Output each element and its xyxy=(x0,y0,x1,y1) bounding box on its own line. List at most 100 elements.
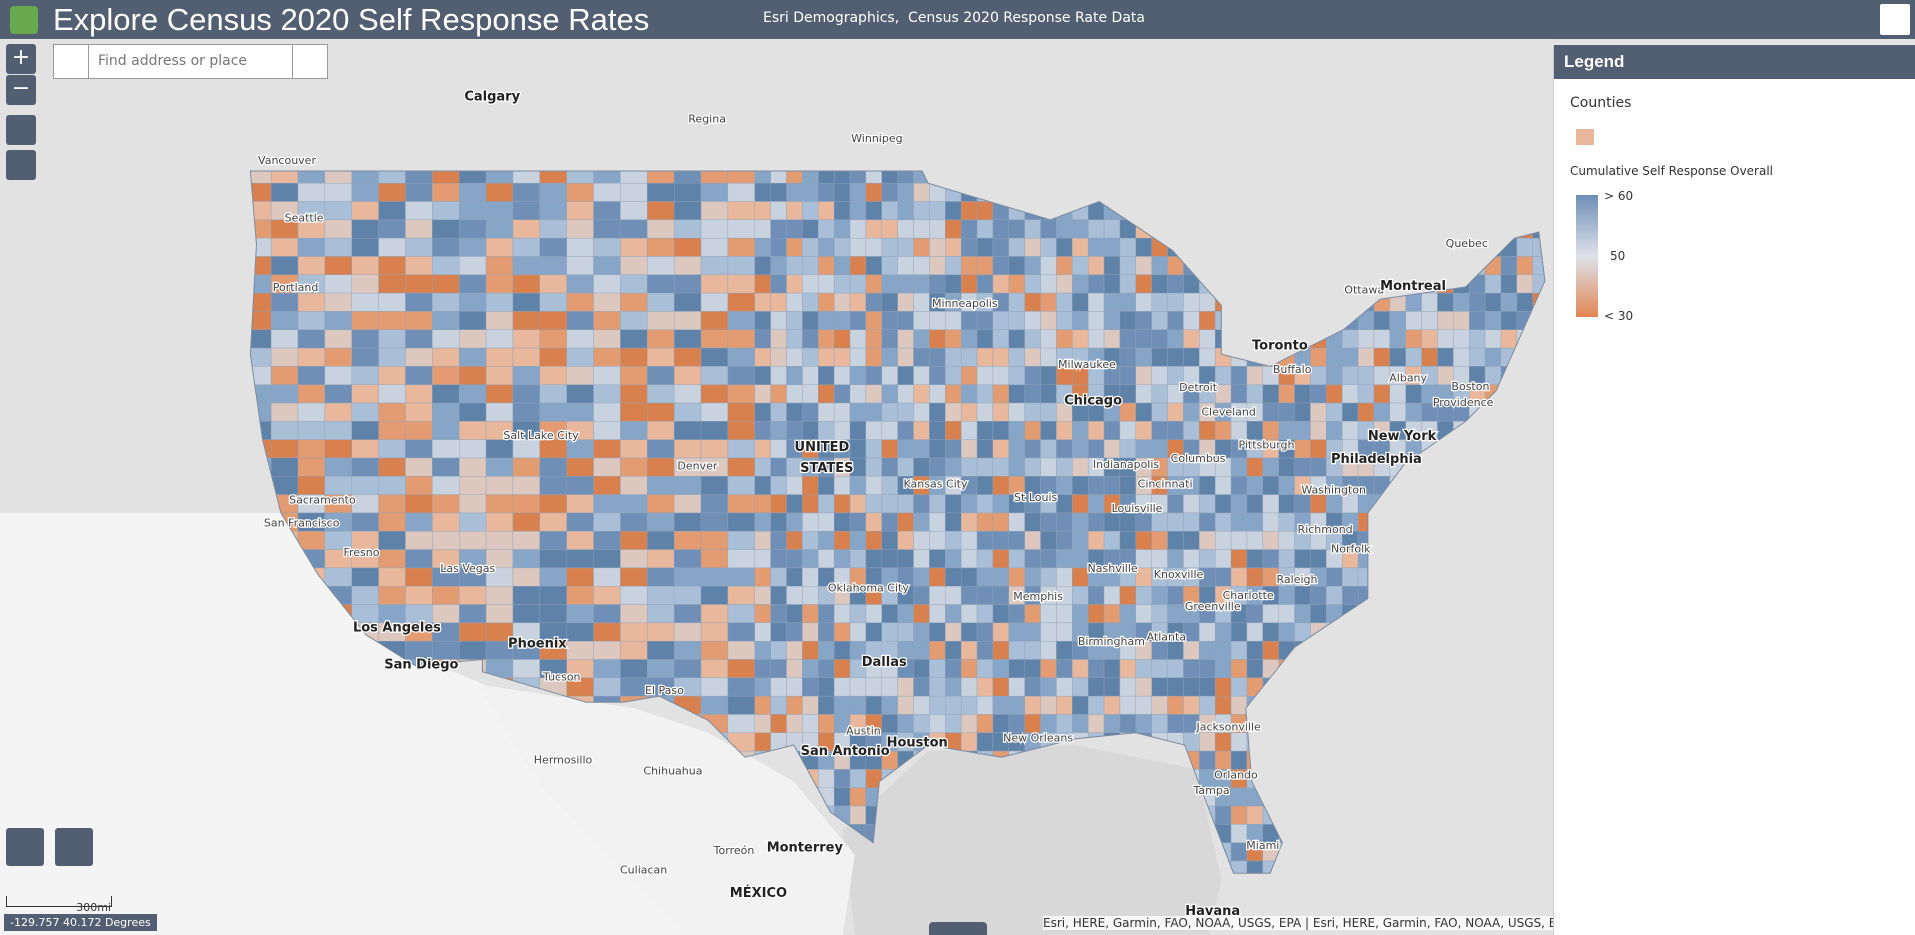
county xyxy=(297,347,326,367)
county xyxy=(818,512,835,532)
county xyxy=(897,421,914,440)
search-button[interactable] xyxy=(292,45,327,78)
county xyxy=(913,347,930,367)
county xyxy=(770,384,787,404)
county xyxy=(647,659,675,679)
county xyxy=(1278,604,1295,624)
county xyxy=(593,237,621,257)
locate-button[interactable] xyxy=(6,150,36,180)
county xyxy=(378,402,406,422)
county xyxy=(786,695,803,715)
county xyxy=(700,384,729,404)
county xyxy=(1167,274,1184,294)
county xyxy=(1246,494,1264,514)
county xyxy=(849,292,867,312)
county xyxy=(1151,677,1168,697)
county xyxy=(566,494,594,514)
county xyxy=(945,237,962,257)
county xyxy=(1135,604,1152,624)
county xyxy=(913,586,930,605)
county xyxy=(1389,347,1406,367)
county xyxy=(1087,439,1105,459)
county xyxy=(897,292,914,312)
county xyxy=(1135,311,1152,330)
menu-button[interactable] xyxy=(1880,4,1910,35)
county xyxy=(802,531,819,550)
county xyxy=(897,402,914,422)
county xyxy=(1151,347,1168,367)
county xyxy=(620,677,648,697)
layers-button[interactable] xyxy=(6,828,44,866)
county xyxy=(881,714,898,733)
county xyxy=(833,494,851,514)
county xyxy=(485,494,514,514)
county xyxy=(770,292,787,312)
county xyxy=(512,659,541,679)
county xyxy=(593,256,621,275)
county xyxy=(647,274,675,294)
county xyxy=(727,311,755,330)
county xyxy=(1342,586,1359,605)
county xyxy=(673,311,702,330)
county xyxy=(1183,531,1200,550)
search-source[interactable] xyxy=(54,45,89,78)
county xyxy=(620,402,648,422)
basemap-button[interactable] xyxy=(55,828,93,866)
county xyxy=(673,182,702,202)
county xyxy=(976,201,994,221)
zoom-out[interactable]: − xyxy=(6,75,36,105)
county xyxy=(297,531,326,550)
county xyxy=(673,421,702,440)
county xyxy=(1024,677,1041,697)
map[interactable]: Calgary Regina Winnipeg Vancouver Seattle Por… xyxy=(0,39,1553,935)
county xyxy=(1246,531,1264,550)
county xyxy=(913,421,930,440)
county xyxy=(673,604,702,624)
county xyxy=(1072,439,1089,459)
county xyxy=(459,512,487,532)
county xyxy=(566,512,594,532)
county xyxy=(1183,311,1200,330)
county xyxy=(270,439,299,459)
county xyxy=(1500,329,1518,349)
county xyxy=(1199,512,1216,532)
place-label: Detroit xyxy=(1179,381,1218,394)
county xyxy=(913,622,930,642)
county xyxy=(378,512,406,532)
county xyxy=(897,384,914,404)
county xyxy=(881,677,898,697)
county xyxy=(459,439,487,459)
county xyxy=(1056,512,1073,532)
zoom-in[interactable]: + xyxy=(6,44,36,74)
county xyxy=(1040,714,1057,733)
county xyxy=(378,586,406,605)
county xyxy=(1167,329,1184,349)
panel-toggle[interactable] xyxy=(929,922,987,935)
county xyxy=(833,366,851,385)
county xyxy=(1246,457,1264,477)
place-label: St Louis xyxy=(1014,491,1057,504)
county xyxy=(485,237,514,257)
county xyxy=(1056,549,1073,569)
county xyxy=(865,677,882,697)
county xyxy=(960,732,978,752)
county xyxy=(1230,824,1248,843)
search-box[interactable]: Find address or place xyxy=(53,44,328,79)
county xyxy=(1278,494,1295,514)
county xyxy=(1119,311,1137,330)
county xyxy=(945,677,962,697)
county xyxy=(1246,476,1264,495)
county xyxy=(1072,256,1089,275)
home-button[interactable] xyxy=(6,115,36,145)
county xyxy=(539,604,567,624)
place-label: Los Angeles xyxy=(353,621,441,636)
county xyxy=(1040,604,1057,624)
county xyxy=(1119,347,1137,367)
county xyxy=(849,805,867,825)
county xyxy=(770,695,787,715)
county xyxy=(929,457,946,477)
county xyxy=(593,439,621,459)
county xyxy=(405,402,433,422)
county xyxy=(324,256,352,275)
county xyxy=(818,476,835,495)
